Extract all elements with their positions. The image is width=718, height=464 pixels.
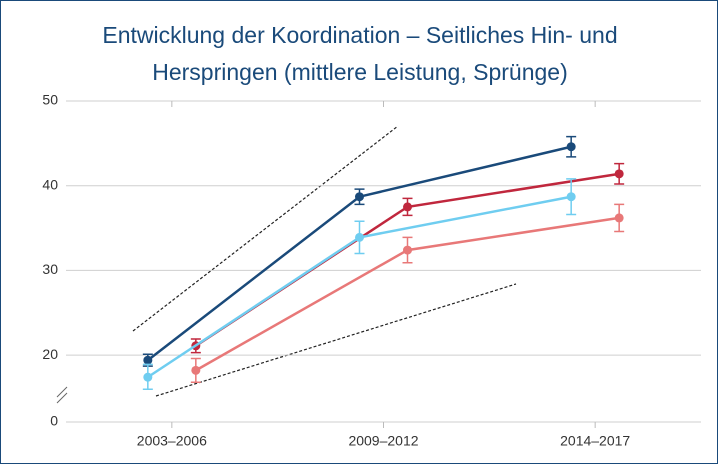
data-point bbox=[614, 169, 624, 179]
trend-line bbox=[132, 125, 399, 332]
data-point bbox=[355, 232, 364, 242]
data-point bbox=[143, 372, 153, 382]
data-point bbox=[566, 192, 576, 202]
data-point bbox=[143, 355, 153, 365]
data-point bbox=[403, 202, 412, 212]
x-tick-label: 2003–2006 bbox=[137, 433, 207, 449]
y-tick-label: 0 bbox=[50, 413, 58, 429]
x-tick-label: 2009–2012 bbox=[348, 433, 418, 449]
x-tick-label: 2014–2017 bbox=[560, 433, 630, 449]
chart-title: Entwicklung der Koordination – Seitliche… bbox=[102, 22, 618, 85]
y-tick-label: 30 bbox=[42, 261, 58, 277]
y-tick-label: 20 bbox=[42, 346, 58, 362]
y-tick-label: 50 bbox=[42, 92, 58, 108]
data-point bbox=[191, 365, 201, 375]
trend-line bbox=[155, 283, 517, 397]
data-point bbox=[403, 245, 412, 255]
data-point bbox=[355, 192, 364, 202]
data-point bbox=[566, 142, 576, 152]
axis-break bbox=[56, 386, 68, 398]
y-tick-label: 40 bbox=[42, 176, 58, 192]
data-point bbox=[614, 213, 624, 223]
axis-break bbox=[56, 392, 68, 404]
